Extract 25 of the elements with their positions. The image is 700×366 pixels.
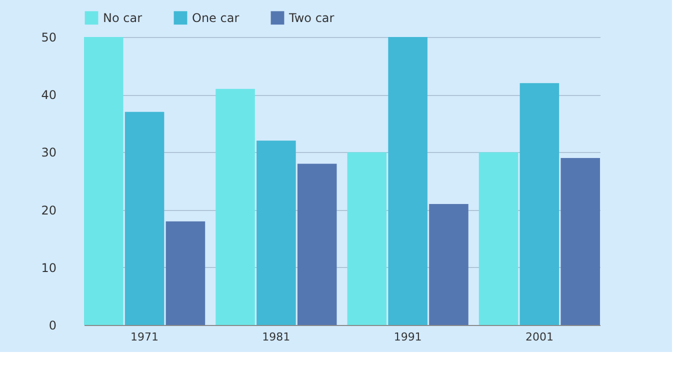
bar: [216, 88, 255, 325]
y-tick-label: 30: [41, 146, 56, 160]
y-tick-label: 20: [41, 203, 56, 218]
bar: [388, 37, 428, 325]
legend-label: One car: [192, 10, 240, 25]
bar: [520, 83, 560, 325]
legend-label: Two car: [288, 10, 334, 25]
bar: [347, 152, 387, 325]
y-tick-label: 40: [41, 88, 56, 102]
bar: [478, 152, 518, 325]
bar: [84, 37, 124, 325]
x-tick-label: 1991: [394, 330, 422, 344]
legend-label: No car: [103, 10, 142, 25]
x-tick-label: 2001: [525, 330, 554, 344]
bar: [297, 164, 337, 325]
x-tick-label: 1971: [130, 330, 159, 344]
bar: [166, 221, 206, 325]
y-tick-label: 10: [41, 260, 56, 275]
bar: [429, 204, 468, 325]
bar: [256, 140, 296, 325]
y-tick-label: 50: [41, 30, 56, 44]
bar: [124, 112, 164, 325]
y-tick-label: 0: [48, 318, 56, 332]
bar: [560, 158, 600, 325]
x-tick-label: 1981: [262, 330, 290, 344]
